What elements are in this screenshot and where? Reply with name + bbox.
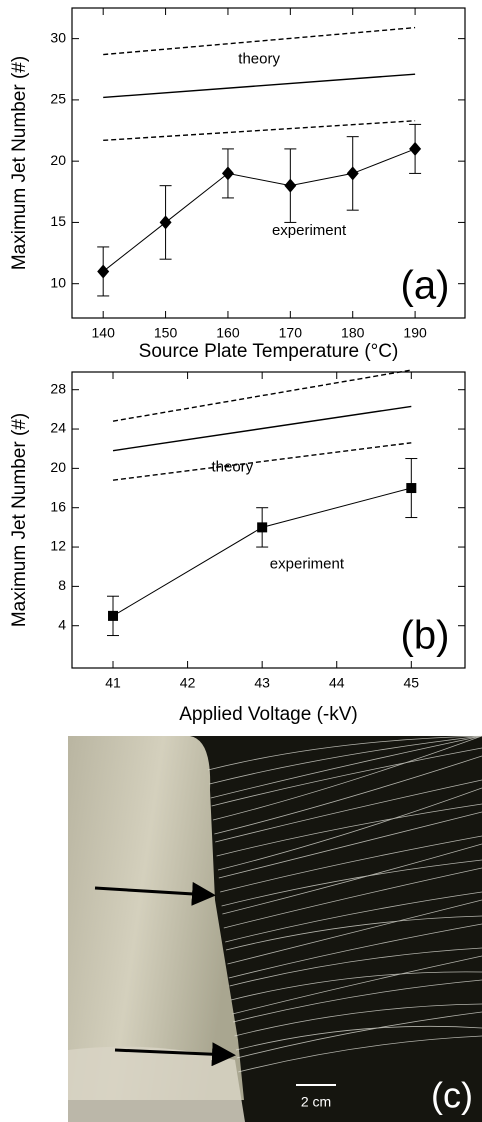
y-tick-label: 20 (50, 459, 66, 475)
jet (221, 859, 482, 907)
jet (210, 735, 482, 799)
annotation: theory (238, 50, 280, 67)
jet (225, 891, 482, 943)
jet (217, 787, 482, 871)
plate-front (68, 1046, 245, 1122)
jet (212, 735, 482, 821)
marker (409, 141, 422, 156)
marker (97, 264, 110, 279)
plate (68, 736, 244, 1100)
x-tick-label: 190 (403, 325, 427, 341)
marker (284, 178, 297, 193)
y-axis-label: Maximum Jet Number (#) (9, 413, 30, 627)
plot-frame (71, 371, 466, 669)
x-tick-label: 42 (180, 675, 196, 691)
x-tick-label: 180 (341, 325, 365, 341)
marker (221, 166, 234, 181)
jet (214, 755, 482, 835)
y-tick-label: 10 (50, 274, 66, 290)
marker (108, 610, 119, 621)
jet (230, 971, 482, 1001)
jets (207, 735, 482, 1073)
y-tick-label: 24 (50, 420, 66, 436)
annotation: experiment (272, 222, 347, 239)
marker (346, 166, 359, 181)
jet (222, 843, 482, 915)
series-line (103, 120, 416, 142)
marker (159, 215, 172, 230)
x-tick-label: 43 (254, 675, 270, 691)
x-axis-label: Source Plate Temperature (°C) (139, 341, 399, 362)
jet (229, 947, 482, 987)
jet (233, 979, 482, 1023)
jet (235, 1025, 482, 1051)
jet (211, 747, 482, 807)
jet (207, 735, 482, 771)
y-tick-label: 15 (50, 213, 66, 229)
y-tick-label: 12 (50, 538, 66, 554)
series-line (112, 369, 412, 422)
y-axis-label: Maximum Jet Number (#) (9, 56, 30, 270)
panel-label: (a) (401, 264, 450, 308)
jet (225, 915, 482, 951)
photo: 2 cm (c) (68, 735, 482, 1122)
jet (218, 811, 482, 879)
series-line (103, 26, 416, 56)
jet (228, 923, 482, 979)
x-tick-label: 44 (329, 675, 345, 691)
jet (220, 835, 482, 893)
marker (406, 483, 417, 494)
plot-frame (71, 7, 466, 319)
x-tick-label: 160 (216, 325, 240, 341)
marker (257, 522, 268, 533)
arrow (114, 1042, 236, 1067)
jet (234, 1003, 482, 1037)
y-tick-label: 4 (58, 616, 66, 632)
annotation: theory (211, 458, 253, 475)
jet (209, 735, 482, 785)
jet (238, 1035, 482, 1073)
y-tick-label: 8 (58, 577, 66, 593)
annotation: experiment (270, 556, 345, 573)
jet (215, 779, 482, 843)
panel-label: (c) (431, 1075, 473, 1116)
series-line (102, 148, 416, 272)
arrow (94, 881, 216, 906)
jet (216, 803, 482, 857)
jet (227, 899, 482, 965)
y-tick-label: 16 (50, 498, 66, 514)
x-tick-label: 140 (92, 325, 116, 341)
x-tick-label: 45 (404, 675, 420, 691)
jet (232, 955, 482, 1015)
jet (236, 1011, 482, 1059)
scale-label: 2 cm (301, 1094, 331, 1110)
y-tick-label: 30 (50, 29, 66, 45)
x-axis-label: Applied Voltage (-kV) (179, 704, 358, 725)
x-tick-label: 150 (154, 325, 178, 341)
jet (223, 867, 482, 929)
panel-label: (b) (401, 614, 450, 658)
y-tick-label: 25 (50, 91, 66, 107)
series-line (112, 405, 412, 452)
x-tick-label: 41 (105, 675, 121, 691)
series-line (112, 442, 412, 481)
series-line (103, 73, 416, 99)
x-tick-label: 170 (279, 325, 303, 341)
y-tick-label: 28 (50, 380, 66, 396)
y-tick-label: 20 (50, 152, 66, 168)
